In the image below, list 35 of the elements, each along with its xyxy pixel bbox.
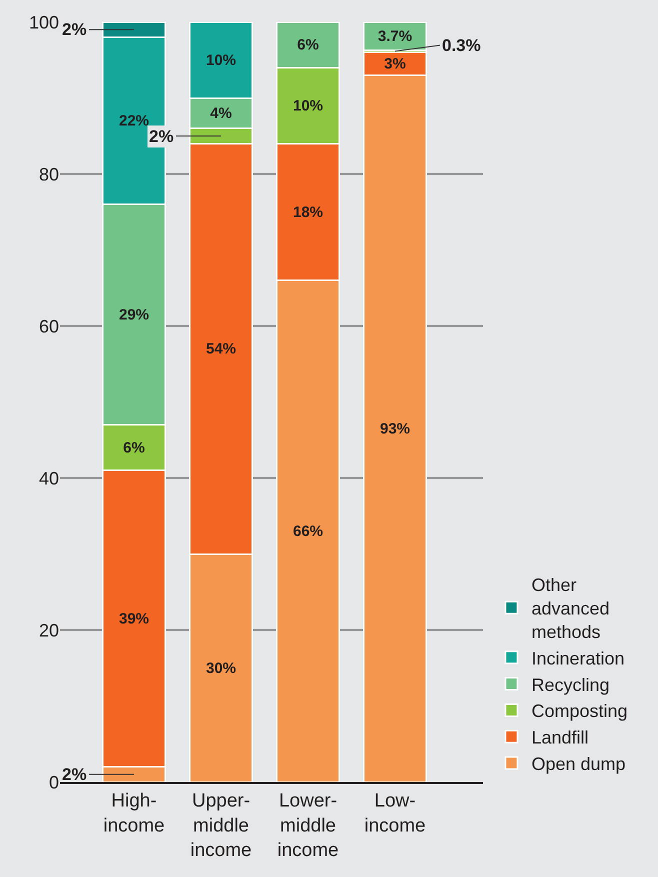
data-label: 10%: [206, 52, 236, 69]
y-tick-label: 20: [38, 620, 59, 640]
legend-label: Landfill: [531, 728, 589, 748]
y-tick-label: 80: [38, 164, 59, 184]
y-tick-label: 0: [48, 772, 59, 792]
data-label: 93%: [380, 420, 410, 438]
x-tick-label: High-income: [103, 790, 165, 836]
y-tick-label: 100: [28, 12, 59, 32]
legend-label: Other advanced methods: [531, 575, 610, 642]
data-label: 30%: [206, 660, 236, 677]
x-tick-label: Low-income: [364, 790, 426, 836]
data-label: 6%: [297, 36, 319, 54]
data-label: 10%: [292, 97, 324, 114]
data-label: 2%: [149, 127, 174, 146]
data-label: 3%: [384, 56, 406, 73]
legend-label: Composting: [531, 701, 628, 722]
data-label: 66%: [292, 523, 324, 540]
legend-label: Incineration: [531, 648, 625, 668]
data-label: 6%: [123, 439, 145, 456]
data-label: 3.7%: [378, 28, 412, 45]
data-label: 2%: [62, 765, 87, 784]
data-label: 22%: [118, 112, 150, 130]
data-label: 0.3%: [442, 36, 481, 55]
legend-label: Recycling: [531, 674, 610, 695]
data-label: 54%: [206, 340, 236, 358]
x-tick-label: Upper-middle income: [190, 790, 252, 861]
data-label: 18%: [292, 204, 324, 221]
x-tick-label: Lower-middle income: [277, 790, 339, 861]
data-label: 29%: [118, 306, 150, 324]
data-label: 2%: [62, 20, 87, 39]
y-tick-label: 40: [38, 468, 59, 488]
data-label: 39%: [118, 610, 150, 628]
y-tick-label: 60: [38, 316, 59, 336]
data-label: 4%: [210, 105, 232, 122]
legend-label: Open dump: [531, 754, 626, 774]
